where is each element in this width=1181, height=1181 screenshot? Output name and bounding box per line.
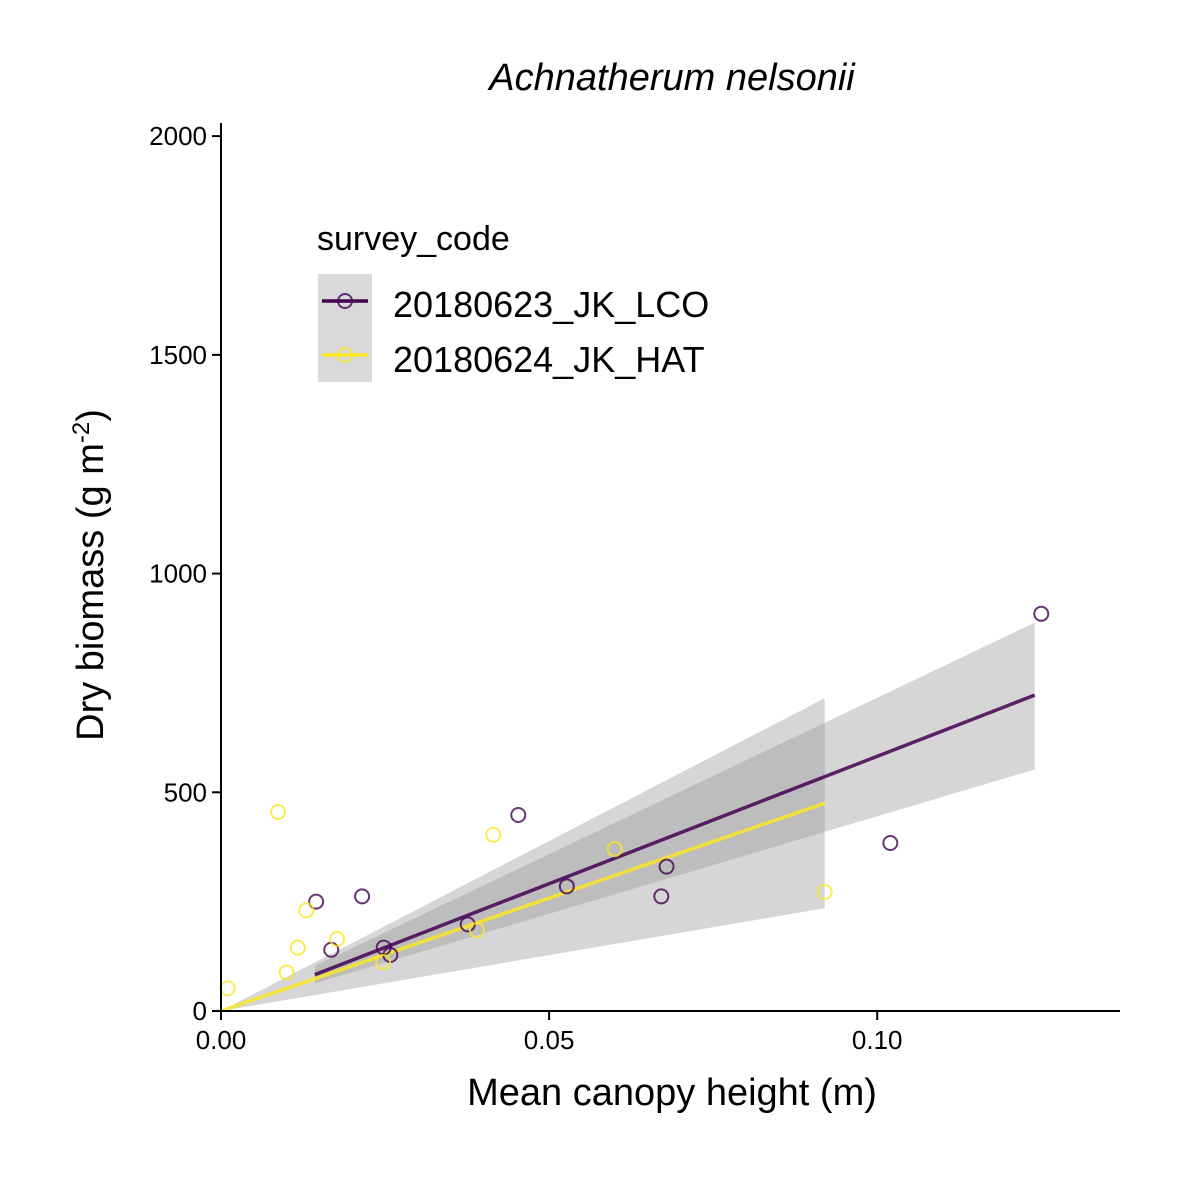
data-point [510, 807, 527, 824]
fit-line-1 [220, 801, 826, 1013]
y-tick-label: 1000 [149, 559, 207, 589]
data-point [606, 841, 623, 858]
legend-label-hat: 20180624_JK_HAT [393, 339, 705, 380]
legend-key-point-0 [337, 293, 353, 309]
y-tick-label: 2000 [149, 121, 207, 151]
y-ticks: 0 500 1000 1500 2000 [149, 121, 221, 1026]
legend: survey_code 20180623_JK_LCO 20180624_JK_… [317, 220, 709, 382]
ci-band-1 [221, 698, 825, 1011]
legend-key-point-1 [337, 347, 353, 363]
y-axis-title-close: ) [70, 409, 112, 422]
data-point [485, 826, 502, 843]
data-point [270, 803, 287, 820]
legend-keys [322, 293, 368, 363]
x-axis-title: Mean canopy height (m) [467, 1072, 877, 1114]
legend-label-lco: 20180623_JK_LCO [393, 284, 709, 325]
x-tick-label: 0.10 [852, 1025, 903, 1055]
y-axis-title-sup: -2 [68, 422, 95, 443]
y-tick-label: 0 [193, 996, 207, 1026]
data-point [278, 964, 295, 981]
confidence-bands [221, 622, 1035, 1011]
data-point [289, 939, 306, 956]
axes: 0.00 0.05 0.10 0 500 1000 1500 2000 [149, 121, 1120, 1055]
data-point [653, 888, 670, 905]
data-point [219, 980, 236, 997]
data-point [558, 878, 575, 895]
x-ticks: 0.00 0.05 0.10 [196, 1011, 903, 1055]
x-tick-label: 0.00 [196, 1025, 247, 1055]
data-point [298, 902, 315, 919]
y-tick-label: 500 [164, 777, 207, 807]
y-tick-label: 1500 [149, 340, 207, 370]
y-axis-title-main: Dry biomass (g m [70, 443, 112, 741]
legend-key-background [318, 274, 372, 382]
data-point [468, 922, 485, 939]
data-point [375, 954, 392, 971]
data-points [219, 605, 1050, 997]
legend-title: survey_code [317, 220, 510, 258]
data-point [658, 858, 675, 875]
data-point [882, 835, 899, 852]
data-point [354, 888, 371, 905]
data-point [308, 893, 325, 910]
fit-lines [220, 693, 1036, 1013]
fit-line-0 [314, 693, 1036, 977]
y-axis-title: Dry biomass (g m-2) [68, 409, 112, 741]
data-point [1033, 605, 1050, 622]
chart-title: Achnatherum nelsonii [487, 57, 856, 99]
x-tick-label: 0.05 [524, 1025, 575, 1055]
data-point [329, 930, 346, 947]
ci-band-0 [314, 622, 1035, 984]
data-point [816, 884, 833, 901]
